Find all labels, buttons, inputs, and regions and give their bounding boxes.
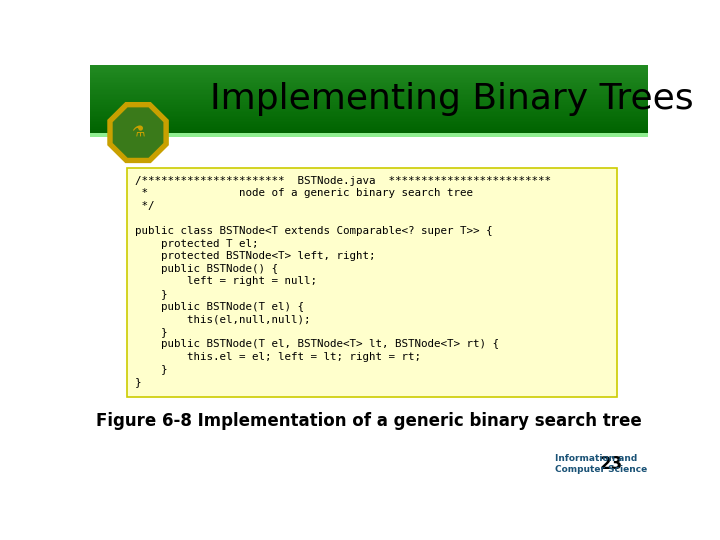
- Bar: [90, 130, 648, 132]
- Bar: [90, 79, 648, 82]
- Bar: [90, 129, 648, 131]
- Text: public BSTNode(T el, BSTNode<T> lt, BSTNode<T> rt) {: public BSTNode(T el, BSTNode<T> lt, BSTN…: [135, 339, 499, 349]
- Text: protected T el;: protected T el;: [135, 239, 258, 248]
- Bar: [90, 81, 648, 84]
- Bar: [90, 72, 648, 75]
- Text: 23: 23: [599, 455, 622, 472]
- Bar: [90, 123, 648, 126]
- Bar: [90, 93, 648, 95]
- Text: *              node of a generic binary search tree: * node of a generic binary search tree: [135, 188, 473, 198]
- Text: protected BSTNode<T> left, right;: protected BSTNode<T> left, right;: [135, 251, 375, 261]
- Bar: [90, 98, 648, 100]
- Text: /**********************  BSTNode.java  *************************: /********************** BSTNode.java ***…: [135, 176, 551, 186]
- Bar: [90, 110, 648, 112]
- Text: }: }: [135, 364, 168, 375]
- Text: Implementing Binary Trees: Implementing Binary Trees: [210, 82, 694, 116]
- Bar: [90, 125, 648, 127]
- Bar: [90, 108, 648, 111]
- Bar: [90, 76, 648, 78]
- Bar: [90, 84, 648, 87]
- Bar: [90, 91, 648, 93]
- Bar: [90, 115, 648, 117]
- Bar: [90, 71, 648, 73]
- Bar: [90, 122, 648, 124]
- Bar: [90, 87, 648, 90]
- Bar: [90, 105, 648, 107]
- Bar: [90, 69, 648, 72]
- Bar: [90, 83, 648, 85]
- Text: left = right = null;: left = right = null;: [135, 276, 317, 286]
- Polygon shape: [108, 103, 168, 163]
- Bar: [90, 78, 648, 80]
- Text: }: }: [135, 377, 141, 387]
- Bar: [90, 86, 648, 89]
- Bar: [90, 90, 648, 92]
- Text: }: }: [135, 327, 168, 337]
- Bar: [90, 102, 648, 104]
- Bar: [90, 64, 648, 66]
- Polygon shape: [113, 108, 163, 157]
- Text: */: */: [135, 201, 155, 211]
- Text: public BSTNode(T el) {: public BSTNode(T el) {: [135, 302, 304, 312]
- Bar: [90, 113, 648, 116]
- Bar: [90, 66, 648, 68]
- Text: Information and
Computer Science: Information and Computer Science: [555, 454, 647, 474]
- Text: ⚗: ⚗: [131, 124, 145, 139]
- Bar: [90, 132, 648, 137]
- Bar: [90, 117, 648, 119]
- Bar: [90, 106, 648, 109]
- Bar: [90, 127, 648, 129]
- Bar: [90, 99, 648, 102]
- Bar: [90, 118, 648, 121]
- Bar: [90, 111, 648, 114]
- Bar: [90, 68, 648, 70]
- Text: this(el,null,null);: this(el,null,null);: [135, 314, 310, 324]
- Text: }: }: [135, 289, 168, 299]
- Bar: [90, 74, 648, 77]
- Text: public class BSTNode<T extends Comparable<? super T>> {: public class BSTNode<T extends Comparabl…: [135, 226, 492, 236]
- Bar: [90, 96, 648, 99]
- Text: public BSTNode() {: public BSTNode() {: [135, 264, 278, 274]
- Text: this.el = el; left = lt; right = rt;: this.el = el; left = lt; right = rt;: [135, 352, 421, 362]
- Text: Figure 6-8 Implementation of a generic binary search tree: Figure 6-8 Implementation of a generic b…: [96, 411, 642, 429]
- FancyBboxPatch shape: [127, 168, 617, 397]
- Bar: [90, 103, 648, 105]
- Bar: [90, 94, 648, 97]
- Bar: [90, 120, 648, 123]
